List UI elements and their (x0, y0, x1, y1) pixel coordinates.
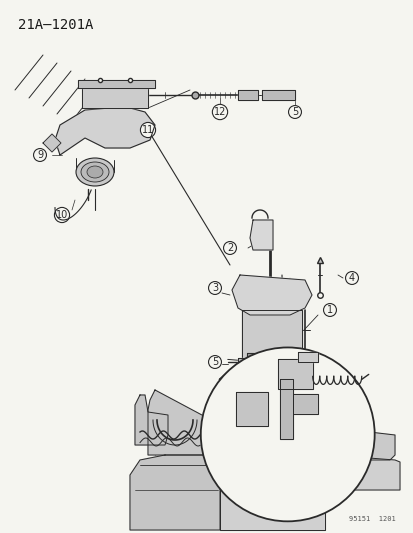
Ellipse shape (81, 162, 109, 182)
Polygon shape (147, 390, 230, 455)
Polygon shape (247, 353, 256, 375)
Text: 2: 2 (226, 243, 233, 253)
Polygon shape (292, 394, 317, 414)
Polygon shape (240, 370, 307, 430)
Ellipse shape (76, 158, 114, 186)
Text: 95151  1201: 95151 1201 (349, 516, 395, 522)
Polygon shape (256, 353, 266, 375)
Text: 9: 9 (37, 150, 43, 160)
Polygon shape (130, 455, 219, 530)
Polygon shape (219, 445, 324, 530)
Polygon shape (78, 80, 154, 88)
Polygon shape (218, 428, 329, 445)
Text: 11: 11 (142, 125, 154, 135)
Text: 13: 13 (336, 484, 348, 495)
Polygon shape (297, 352, 317, 362)
Text: 10: 10 (56, 210, 68, 220)
Text: 5: 5 (211, 357, 218, 367)
Polygon shape (82, 88, 147, 108)
Text: 3: 3 (211, 283, 218, 293)
Polygon shape (237, 90, 257, 100)
Text: 4: 4 (348, 273, 354, 283)
Polygon shape (235, 392, 267, 426)
Polygon shape (277, 359, 312, 390)
Text: 1: 1 (326, 305, 332, 315)
Polygon shape (261, 90, 294, 100)
Text: 5: 5 (291, 107, 297, 117)
Text: 12: 12 (213, 107, 225, 117)
Text: 21A–1201A: 21A–1201A (18, 18, 93, 32)
Polygon shape (329, 428, 394, 460)
Polygon shape (43, 134, 61, 152)
Ellipse shape (87, 166, 103, 178)
Polygon shape (266, 353, 276, 375)
Polygon shape (319, 455, 399, 490)
Text: 8: 8 (331, 445, 337, 455)
Polygon shape (279, 379, 292, 439)
Polygon shape (249, 220, 272, 250)
Polygon shape (55, 108, 154, 155)
Polygon shape (237, 358, 304, 370)
Text: 6: 6 (296, 400, 302, 410)
Circle shape (200, 348, 374, 521)
Polygon shape (231, 275, 311, 315)
Text: 7: 7 (344, 377, 350, 387)
Polygon shape (135, 395, 168, 445)
Polygon shape (242, 310, 301, 380)
